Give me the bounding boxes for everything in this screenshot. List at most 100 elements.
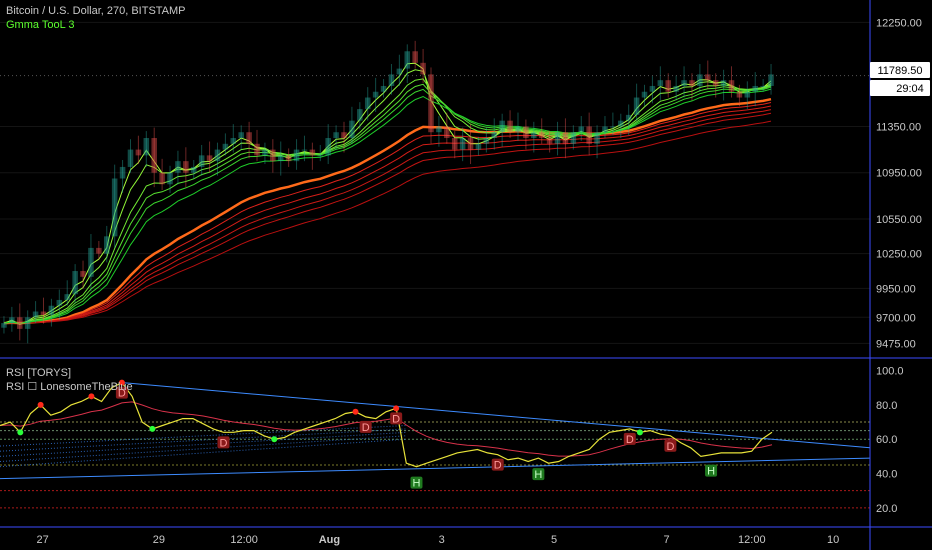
candle-body[interactable] [697, 74, 703, 86]
candle-body[interactable] [467, 138, 474, 150]
candle-body[interactable] [499, 120, 505, 133]
candle-body[interactable] [665, 80, 672, 92]
divergence-marker[interactable] [491, 458, 504, 471]
candle-body[interactable] [372, 91, 379, 98]
candle-body[interactable] [618, 120, 624, 127]
candle-body[interactable] [246, 132, 252, 144]
candle-body[interactable] [562, 132, 569, 144]
time-axis[interactable]: 27 29 12:00 Aug 3 5 7 12:00 10 [36, 534, 839, 546]
rsi-line[interactable] [0, 381, 773, 468]
candle-body[interactable] [364, 97, 371, 110]
candle-body[interactable] [538, 132, 545, 139]
candle-body[interactable] [341, 132, 347, 139]
candle-body[interactable] [333, 132, 339, 139]
candle-body[interactable] [9, 317, 15, 324]
candle-body[interactable] [301, 149, 308, 151]
candle-body[interactable] [32, 311, 39, 318]
rsi-title[interactable]: RSI [TORYS] [6, 367, 72, 379]
candle-body[interactable] [744, 91, 751, 98]
candle-body[interactable] [515, 126, 521, 133]
candle-body[interactable] [380, 85, 387, 92]
candle-body[interactable] [610, 126, 616, 128]
candle-body[interactable] [459, 138, 466, 150]
candle-body[interactable] [705, 74, 711, 81]
candle-body[interactable] [111, 178, 118, 237]
candle-body[interactable] [167, 172, 173, 185]
candle-body[interactable] [309, 149, 316, 156]
candle-body[interactable] [728, 80, 735, 92]
candle-body[interactable] [396, 68, 403, 75]
candle-body[interactable] [254, 143, 260, 156]
candle-body[interactable] [1, 323, 7, 328]
candle-body[interactable] [64, 294, 70, 300]
divergence-marker[interactable] [623, 432, 636, 445]
candle-body[interactable] [633, 97, 640, 115]
candle-body[interactable] [720, 80, 727, 86]
divergence-marker[interactable] [217, 436, 230, 449]
candle-body[interactable] [420, 62, 426, 75]
candle-body[interactable] [657, 80, 664, 86]
candle-body[interactable] [578, 126, 585, 133]
candle-body[interactable] [681, 80, 687, 86]
candle-body[interactable] [428, 74, 434, 133]
candle-body[interactable] [270, 149, 276, 162]
candle-body[interactable] [317, 155, 324, 157]
candle-body[interactable] [214, 149, 221, 162]
hidden-divergence-marker[interactable] [705, 464, 718, 477]
candle-body[interactable] [103, 236, 110, 254]
rsi-sub-title[interactable]: RSI ☐ LonesomeTheBlue [6, 381, 133, 393]
candle-body[interactable] [80, 271, 86, 277]
candle-body[interactable] [736, 91, 743, 98]
candle-body[interactable] [625, 114, 632, 121]
candle-body[interactable] [388, 74, 395, 86]
rsi-support-trendline[interactable] [0, 457, 871, 480]
candle-body[interactable] [586, 126, 592, 144]
candle-body[interactable] [135, 149, 142, 156]
candle-body[interactable] [768, 74, 774, 86]
candle-body[interactable] [88, 247, 94, 277]
candle-body[interactable] [451, 138, 458, 150]
candle-body[interactable] [507, 120, 513, 133]
divergence-marker[interactable] [115, 386, 128, 399]
candle-body[interactable] [206, 155, 213, 162]
candles[interactable] [0, 40, 870, 344]
candle-body[interactable] [183, 161, 189, 173]
candle-body[interactable] [712, 80, 719, 86]
candle-body[interactable] [293, 149, 300, 162]
candle-body[interactable] [491, 132, 498, 139]
candle-body[interactable] [40, 311, 47, 315]
candle-body[interactable] [404, 51, 411, 69]
candle-body[interactable] [222, 143, 229, 150]
divergence-marker[interactable] [664, 439, 677, 452]
candle-body[interactable] [143, 138, 150, 156]
candle-body[interactable] [349, 120, 355, 139]
candle-body[interactable] [277, 155, 284, 162]
candle-body[interactable] [325, 138, 331, 156]
candle-body[interactable] [238, 132, 244, 139]
candle-body[interactable] [436, 126, 442, 133]
candle-body[interactable] [175, 161, 181, 173]
candle-body[interactable] [17, 317, 23, 329]
candle-body[interactable] [649, 85, 656, 92]
divergence-marker[interactable] [359, 420, 372, 433]
indicator-title[interactable]: Gmma TooL 3 [6, 19, 75, 31]
rsi-resistance-trendline[interactable] [121, 382, 871, 449]
candle-body[interactable] [673, 85, 679, 92]
hidden-divergence-marker[interactable] [532, 468, 545, 481]
candle-body[interactable] [531, 132, 537, 139]
candle-body[interactable] [760, 85, 766, 87]
candle-body[interactable] [48, 305, 55, 315]
candle-body[interactable] [285, 155, 292, 162]
candle-body[interactable] [262, 149, 268, 156]
candle-body[interactable] [594, 132, 600, 144]
hidden-divergence-marker[interactable] [410, 476, 423, 489]
candle-body[interactable] [119, 166, 126, 179]
candle-body[interactable] [444, 126, 450, 139]
candle-body[interactable] [151, 138, 157, 173]
rsi-axis[interactable]: 100.0 80.0 60.0 40.0 20.0 [876, 366, 904, 515]
candle-body[interactable] [159, 172, 165, 185]
candle-body[interactable] [483, 138, 490, 144]
candle-body[interactable] [554, 132, 561, 144]
candle-body[interactable] [523, 126, 529, 139]
